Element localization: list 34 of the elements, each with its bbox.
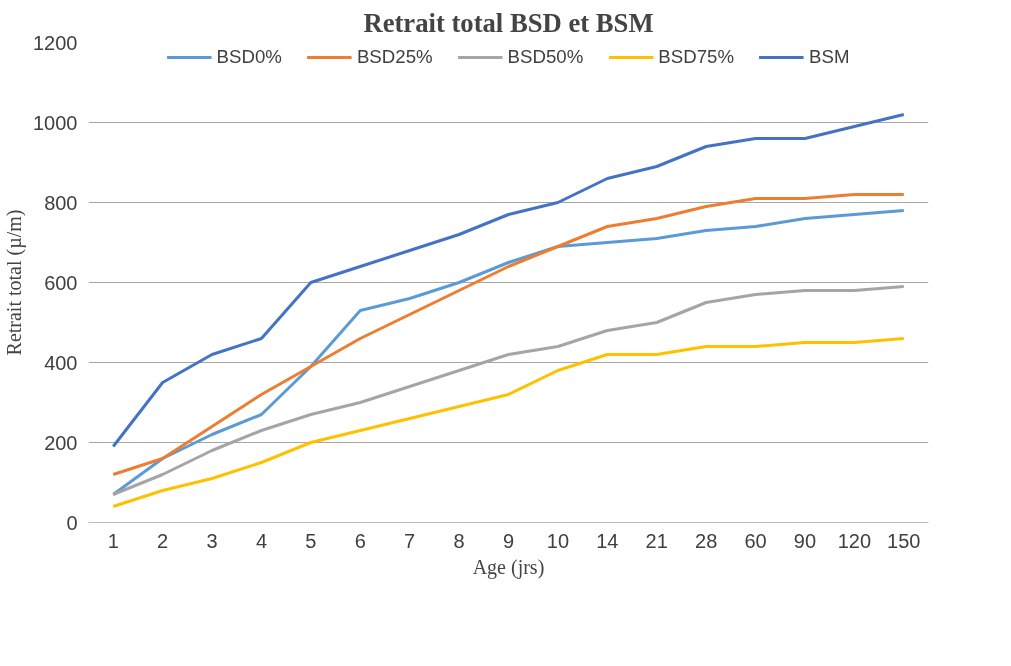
x-tick-label: 28	[695, 529, 718, 552]
legend-label: BSM	[809, 46, 850, 68]
x-tick-label: 10	[546, 529, 570, 552]
legend-label: BSD75%	[658, 46, 734, 68]
x-tick-label: 2	[157, 529, 169, 552]
y-tick-label: 800	[44, 191, 78, 214]
y-tick-label: 400	[44, 351, 78, 374]
x-tick-label: 60	[744, 529, 767, 552]
x-tick-label: 4	[255, 529, 267, 552]
line-series	[111, 113, 906, 448]
x-tick-label: 90	[793, 529, 817, 552]
x-tick-label: 8	[453, 529, 465, 552]
legend-label: BSD25%	[356, 46, 433, 68]
y-tick-label: 0	[66, 511, 78, 534]
x-tick-label: 9	[502, 529, 515, 552]
legend-label: BSD50%	[507, 46, 584, 68]
legend-label: BSD0%	[216, 46, 282, 68]
x-tick-label: 5	[305, 529, 317, 552]
y-axis-title: Retrait total (µ/m)	[3, 209, 27, 356]
x-tick-label: 120	[837, 529, 872, 552]
y-tick-label: 200	[44, 431, 78, 454]
x-tick-label: 7	[404, 529, 416, 552]
x-tick-label: 21	[645, 529, 668, 552]
chart-title: Retrait total BSD et BSM	[363, 7, 654, 38]
x-axis-title: Age (jrs)	[472, 555, 545, 579]
line-series	[111, 337, 906, 508]
y-tick-label: 1200	[33, 31, 78, 54]
x-tick-label: 3	[206, 529, 218, 552]
x-tick-label: 1	[107, 529, 119, 552]
y-tick-label: 1000	[33, 111, 78, 134]
y-tick-label: 600	[44, 271, 78, 294]
x-tick-label: 14	[596, 529, 619, 552]
x-tick-label: 150	[887, 529, 921, 552]
x-tick-label: 6	[354, 529, 366, 552]
